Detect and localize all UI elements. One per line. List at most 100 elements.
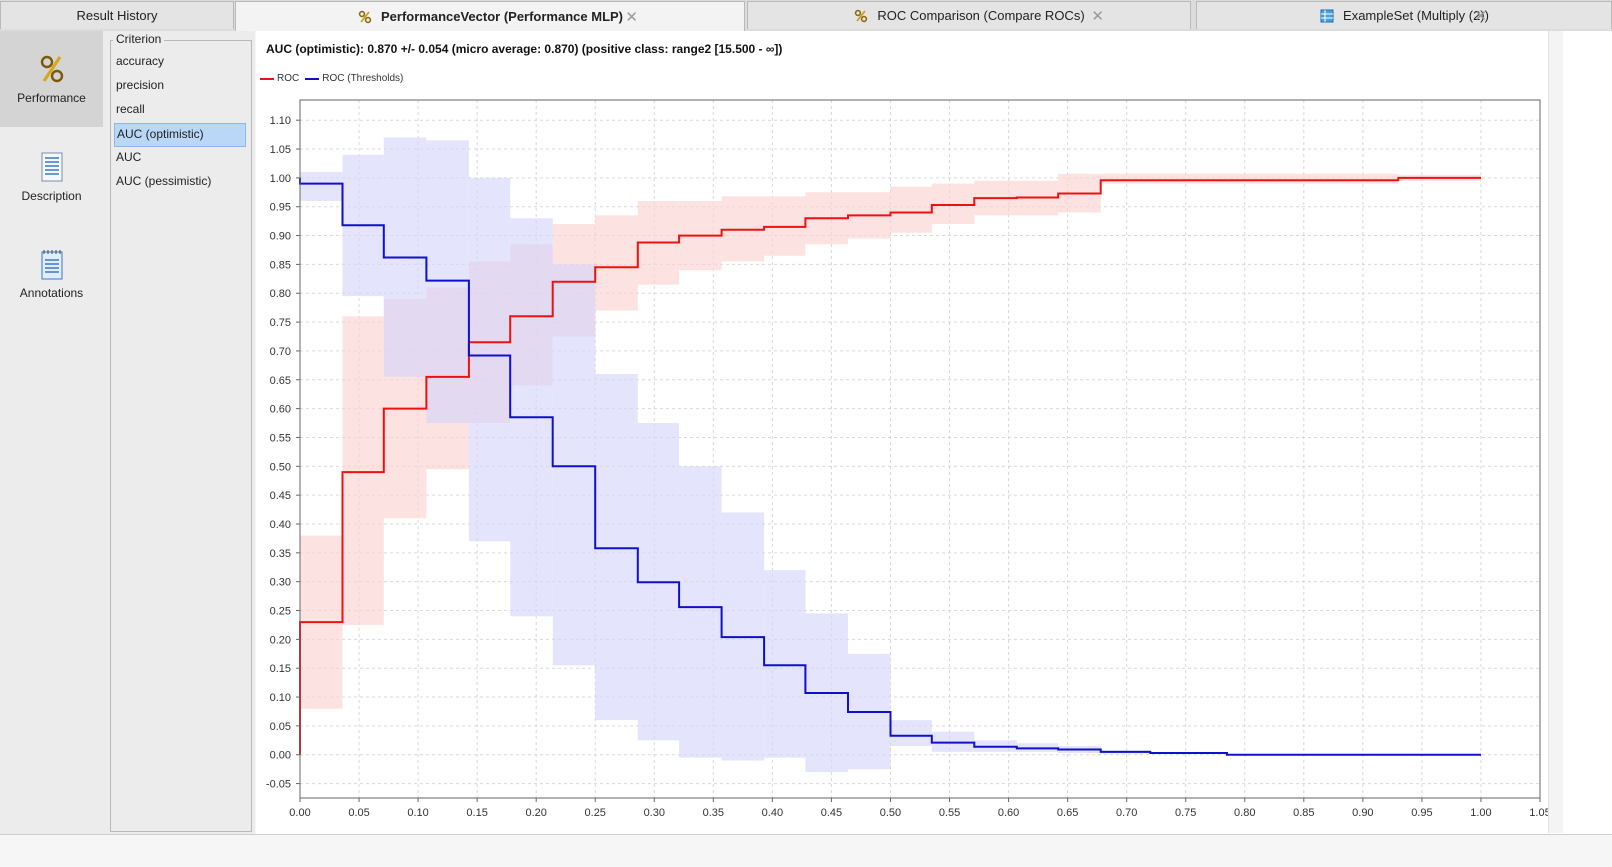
tab-label: Result History (76, 8, 158, 23)
document-icon (38, 151, 66, 183)
x-tick-label: 0.05 (348, 807, 369, 819)
legend-label: ROC (277, 73, 300, 84)
x-tick-label: 0.90 (1352, 807, 1373, 819)
legend-entry-roc: ROC (260, 73, 299, 84)
x-tick-label: 0.00 (289, 807, 310, 819)
tab-label: PerformanceVector (Performance MLP) (380, 9, 624, 24)
criterion-item-precision[interactable]: precision (116, 78, 165, 92)
y-tick-label: 0.15 (270, 663, 291, 675)
tab-roc-comparison[interactable]: ROC Comparison (Compare ROCs) ✕ (747, 1, 1191, 29)
y-tick-label: 0.65 (270, 375, 291, 387)
x-tick-label: 0.20 (525, 807, 546, 819)
criterion-item-auc-optimistic[interactable]: AUC (optimistic) (114, 123, 246, 147)
x-tick-label: 0.10 (407, 807, 428, 819)
thresholds-series-line (299, 177, 1481, 756)
x-tick-label: 0.60 (998, 807, 1019, 819)
roc-confidence-band-step (342, 316, 384, 625)
x-tick-label: 0.80 (1234, 807, 1255, 819)
thresholds-confidence-band-step (890, 720, 932, 747)
thresholds-confidence-band-step (552, 264, 596, 666)
legend-swatch (305, 77, 320, 80)
y-tick-label: 0.75 (270, 317, 291, 329)
criterion-title: Criterion (113, 32, 165, 46)
chart-legend: ROC ROC (Thresholds) (260, 73, 409, 84)
y-tick-label: 0.00 (270, 750, 291, 762)
x-tick-label: 0.35 (703, 807, 724, 819)
tab-performance-vector[interactable]: PerformanceVector (Performance MLP) ✕ (235, 1, 745, 31)
roc-confidence-band-step (1100, 173, 1399, 184)
x-tick-label: 0.55 (939, 807, 960, 819)
x-tick-label: 0.50 (880, 807, 901, 819)
y-tick-label: 0.35 (270, 548, 291, 560)
nav-label: Annotations (19, 286, 84, 300)
y-axis-ticks: -0.05 0.00 0.05 0.10 0.15 0.20 0.25 0.30 0.35 0.4… (266, 115, 300, 791)
legend-swatch (260, 77, 274, 80)
y-tick-label: 0.60 (270, 404, 291, 416)
y-tick-label: 1.05 (270, 144, 291, 156)
vertical-scrollbar[interactable] (1548, 31, 1563, 833)
series-lines (299, 176, 1481, 756)
x-tick-label: 0.30 (644, 807, 665, 819)
nav-annotations[interactable]: Annotations (0, 226, 103, 322)
y-tick-label: 0.40 (270, 519, 291, 531)
y-tick-label: 1.10 (270, 115, 291, 127)
nav-description[interactable]: Description (0, 129, 103, 225)
close-icon[interactable]: ✕ (1091, 7, 1104, 25)
thresholds-confidence-band-step (300, 172, 343, 201)
legend-entry-thresholds: ROC (Thresholds) (305, 73, 403, 84)
y-tick-label: 0.25 (270, 606, 291, 618)
y-tick-label: 0.80 (270, 288, 291, 300)
tab-exampleset[interactable]: ExampleSet (Multiply (2)) ✕ (1196, 1, 1612, 29)
x-tick-label: 1.00 (1470, 807, 1491, 819)
percent-icon (853, 8, 869, 24)
y-tick-label: 0.45 (270, 490, 291, 502)
close-icon[interactable]: ✕ (625, 8, 638, 26)
y-tick-label: -0.05 (266, 779, 291, 791)
x-tick-label: 1.05 (1529, 807, 1550, 819)
nav-label: Description (21, 189, 82, 203)
y-tick-label: 0.10 (270, 692, 291, 704)
roc-confidence-band-step (890, 186, 932, 233)
grid (299, 100, 1541, 798)
x-tick-label: 0.85 (1293, 807, 1314, 819)
status-strip (0, 834, 1612, 867)
criterion-panel (103, 31, 255, 865)
percent-icon (357, 9, 373, 25)
nav-performance[interactable]: Performance (0, 31, 103, 127)
y-tick-label: 0.05 (270, 721, 291, 733)
close-icon[interactable]: ✕ (1474, 7, 1487, 25)
thresholds-confidence-band-step (595, 374, 638, 721)
y-tick-label: 0.20 (270, 634, 291, 646)
roc-confidence-band-step (931, 183, 975, 225)
y-tick-label: 0.85 (270, 259, 291, 271)
roc-confidence-band-step (595, 215, 638, 311)
roc-chart: -0.05 0.00 0.05 0.10 0.15 0.20 0.25 0.30 0.35 0.4… (266, 99, 1551, 819)
percent-icon (38, 53, 66, 85)
y-tick-label: 0.50 (270, 461, 291, 473)
y-tick-label: 0.90 (270, 231, 291, 243)
performance-headline: AUC (optimistic): 0.870 +/- 0.054 (micro… (266, 42, 783, 56)
y-tick-label: 1.00 (270, 173, 291, 185)
criterion-list: accuracy precision recall AUC (optimisti… (114, 51, 246, 195)
x-tick-label: 0.70 (1116, 807, 1137, 819)
criterion-item-auc[interactable]: AUC (116, 150, 142, 164)
y-tick-label: 0.95 (270, 202, 291, 214)
thresholds-confidence-band-step (679, 466, 722, 758)
thresholds-confidence-band-step (468, 177, 511, 542)
criterion-box (110, 40, 252, 832)
table-icon (1319, 8, 1335, 24)
view-sidebar: Performance Description Annotations (0, 31, 104, 865)
x-tick-label: 0.45 (821, 807, 842, 819)
y-tick-label: 0.30 (270, 577, 291, 589)
criterion-item-auc-pessimistic[interactable]: AUC (pessimistic) (116, 174, 212, 188)
plot-frame (299, 99, 1541, 799)
criterion-item-accuracy[interactable]: accuracy (116, 54, 165, 68)
x-tick-label: 0.15 (466, 807, 487, 819)
thresholds-confidence-band-step (426, 140, 469, 424)
y-tick-label: 0.70 (270, 346, 291, 358)
x-tick-label: 0.40 (762, 807, 783, 819)
tab-label: ROC Comparison (Compare ROCs) (877, 8, 1085, 23)
tab-result-history[interactable]: Result History (0, 1, 234, 29)
x-tick-label: 0.65 (1057, 807, 1078, 819)
criterion-item-recall[interactable]: recall (116, 102, 145, 116)
